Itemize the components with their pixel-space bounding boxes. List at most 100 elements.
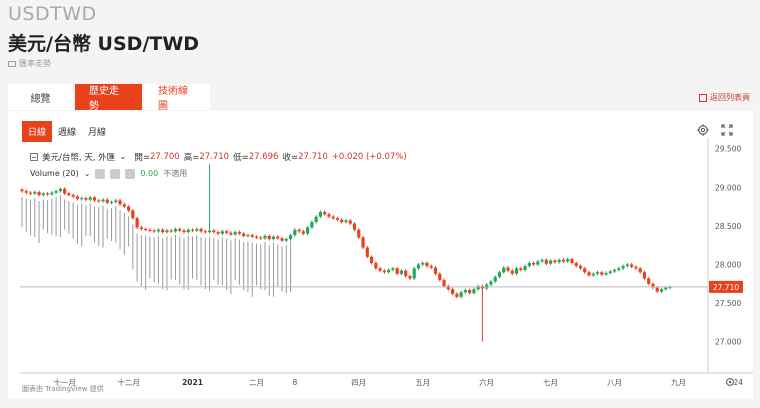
candle-body	[254, 236, 259, 238]
chevron-down-icon[interactable]: ⌄	[83, 169, 91, 178]
candle-body	[553, 260, 557, 263]
candle-body	[314, 216, 318, 223]
candle-body	[203, 231, 207, 233]
candle-body	[519, 268, 523, 270]
candle-body	[638, 268, 642, 273]
candle-body	[122, 204, 126, 207]
x-tick-label: 五月	[415, 378, 430, 387]
open-label: 開=	[134, 153, 150, 163]
period-tab-weekly[interactable]: 週線	[58, 128, 77, 138]
tab-overview[interactable]: 總覽	[8, 84, 73, 110]
candle-body	[67, 193, 71, 196]
candle-body	[429, 266, 433, 268]
candle-body	[323, 212, 327, 215]
candle-body	[574, 262, 578, 267]
candle-body	[395, 268, 399, 274]
candle-body	[126, 206, 131, 211]
candle-body	[587, 272, 591, 276]
y-tick-label: 29.000	[715, 183, 741, 192]
candle-body	[139, 227, 143, 229]
candle-body	[506, 267, 510, 271]
candle-body	[131, 210, 135, 219]
close-icon[interactable]	[125, 168, 136, 179]
chevron-down-icon[interactable]: ⌄	[119, 152, 127, 162]
candle-body	[433, 267, 438, 274]
candle-body	[382, 270, 386, 273]
candle-body	[642, 272, 647, 279]
candle-body	[135, 218, 139, 228]
page-title: 美元/台幣 USD/TWD	[8, 33, 200, 55]
candle-body	[655, 287, 659, 292]
source-note-label: 匯率走勢	[19, 59, 51, 68]
candle-body	[310, 222, 314, 228]
high-label: 高=	[183, 153, 200, 163]
x-tick-label: 八月	[607, 378, 622, 387]
candle-body	[24, 191, 28, 193]
candle-body	[549, 260, 553, 264]
candle-body	[246, 235, 250, 237]
legend-symbol[interactable]: 美元/台幣, 天, 外匯	[42, 153, 116, 163]
candle-body	[216, 232, 220, 234]
candle-body	[612, 269, 617, 272]
fullscreen-icon[interactable]	[721, 124, 733, 136]
candle-body	[391, 268, 395, 270]
candle-body	[271, 236, 276, 240]
candle-body	[318, 212, 323, 217]
candle-body	[84, 198, 88, 200]
collapse-icon[interactable]	[30, 153, 38, 161]
candle-body	[293, 229, 297, 236]
candle-body	[144, 229, 148, 230]
close-value: 27.710	[298, 152, 328, 162]
candle-body	[340, 219, 344, 223]
tab-history[interactable]: 歷史走勢	[75, 84, 142, 112]
candle-body	[659, 289, 664, 292]
candle-body	[327, 214, 331, 217]
ticker-symbol: USDTWD	[8, 3, 97, 25]
back-to-list-label: 返回列表頁	[710, 93, 750, 102]
gear-icon[interactable]	[110, 168, 121, 179]
candle-body	[446, 286, 450, 290]
eye-icon[interactable]	[95, 168, 106, 179]
candle-body	[178, 229, 182, 231]
period-tab-monthly[interactable]: 月線	[88, 128, 107, 138]
attribution[interactable]: 圖表由 TradingView 提供	[22, 385, 104, 393]
gear-icon[interactable]	[697, 124, 709, 136]
candle-body	[497, 272, 502, 277]
chart-panel: 29.500 29.000 28.500 28.000 27.500 27.000 十一月 十…	[8, 111, 753, 399]
candle-body	[561, 259, 566, 262]
candle-body	[361, 237, 365, 248]
candle-body	[540, 259, 544, 262]
candle-body	[263, 235, 267, 239]
close-label: 收=	[282, 153, 299, 163]
candle-body	[566, 259, 570, 262]
candle-body	[523, 266, 527, 270]
candle-body	[634, 266, 638, 269]
x-tick-label: 2021	[182, 378, 203, 387]
volume-na: 不適用	[163, 169, 188, 178]
candle-body	[161, 229, 165, 233]
price-badge	[709, 280, 743, 293]
candle-body	[459, 292, 463, 297]
candle-body	[80, 198, 84, 200]
candle-body	[399, 270, 404, 274]
candle-body	[489, 281, 493, 285]
change-value: +0.020 (+0.07%)	[331, 152, 407, 162]
price-chart[interactable]: 29.500 29.000 28.500 28.000 27.500 27.000 十一月 十…	[8, 111, 753, 399]
candle-body	[109, 201, 114, 203]
tab-technical-chart[interactable]: 技術線圖	[144, 84, 210, 112]
period-tab-daily[interactable]: 日線	[22, 121, 53, 142]
candle-body	[651, 283, 655, 288]
back-to-list-link[interactable]: 返回列表頁	[699, 92, 750, 103]
candle-body	[207, 230, 212, 233]
candle-body	[276, 236, 280, 239]
candle-body	[408, 276, 412, 279]
candle-body	[536, 261, 540, 265]
low-label: 低=	[233, 153, 249, 163]
y-tick-label: 29.500	[715, 145, 741, 154]
volume-label[interactable]: Volume (20)	[30, 169, 79, 178]
candle-body	[152, 230, 156, 232]
candle-body	[169, 230, 173, 232]
candle-body	[212, 230, 216, 233]
low-value: 27.696	[248, 152, 279, 162]
candle-body	[28, 192, 33, 194]
